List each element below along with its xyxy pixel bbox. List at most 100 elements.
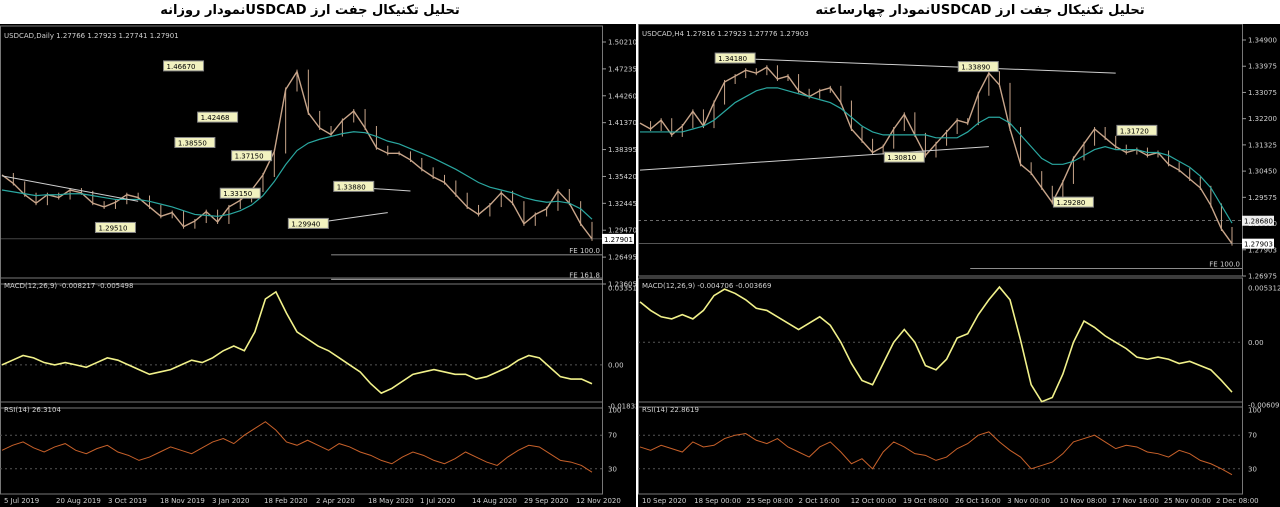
level-label: 1.42468 (201, 114, 230, 122)
moving-average-line (640, 87, 1233, 224)
marked-level-label: 1.28680 (1244, 218, 1273, 226)
price-tick-label: 1.38395 (608, 146, 636, 154)
x-tick-label: 20 Aug 2019 (56, 497, 101, 505)
rsi-tick-label: 30 (608, 465, 617, 473)
rsi-pane-title: RSI(14) 26.3104 (4, 406, 61, 414)
price-tick-label: 1.50210 (608, 39, 636, 47)
level-label: 1.33890 (961, 64, 990, 72)
price-tick-label: 1.30450 (1248, 168, 1277, 176)
level-label: 1.46670 (167, 63, 196, 71)
x-tick-label: 3 Jan 2020 (212, 497, 250, 505)
x-tick-label: 18 Nov 2019 (160, 497, 205, 505)
level-label: 1.38550 (178, 139, 207, 147)
level-label: 1.37150 (235, 153, 264, 161)
chart-svg-h4: USDCAD,H4 1.27816 1.27923 1.27776 1.2790… (638, 24, 1280, 505)
x-tick-label: 10 Sep 2020 (642, 497, 686, 505)
level-label-box (197, 111, 239, 123)
current-price-box (602, 233, 634, 244)
x-tick-label: 18 May 2020 (368, 497, 414, 505)
x-tick-label: 18 Feb 2020 (264, 497, 308, 505)
rsi-line (1, 421, 593, 473)
pane-frame (638, 401, 1243, 495)
rsi-tick-label: 100 (608, 407, 621, 415)
x-tick-label: 5 Jul 2019 (4, 497, 39, 505)
price-tick-label: 1.31325 (1248, 141, 1277, 149)
x-tick-label: 3 Oct 2019 (108, 497, 147, 505)
macd-line (1, 290, 593, 395)
level-label-box (174, 136, 216, 148)
macd-tick-label: 0.005312 (1248, 285, 1280, 293)
current-price-box (1242, 238, 1274, 249)
left-chart-title: تحلیل تکنیکال جفت ارز USDCADنمودار روزان… (160, 3, 460, 18)
level-label-box (1116, 124, 1158, 136)
trendline (1, 175, 139, 202)
level-label-box (287, 217, 329, 229)
macd-tick-label: 0.00 (608, 361, 624, 369)
rsi-tick-label: 100 (1248, 407, 1261, 415)
fe-level-label: FE 100.0 (1209, 261, 1240, 269)
price-tick-label: 1.26975 (1248, 273, 1277, 281)
x-tick-label: 18 Sep 00:00 (694, 497, 741, 505)
macd-tick-label: -0.006092 (1248, 402, 1280, 410)
price-tick-label: 1.26495 (608, 254, 636, 262)
level-label: 1.30810 (887, 154, 916, 162)
price-pane-title: USDCAD,Daily 1.27766 1.27923 1.27741 1.2… (4, 32, 179, 40)
x-tick-label: 26 Oct 16:00 (955, 497, 1001, 505)
level-label-box (333, 180, 375, 192)
x-tick-label: 12 Oct 00:00 (851, 497, 897, 505)
x-tick-label: 10 Nov 08:00 (1059, 497, 1106, 505)
level-label-box (231, 150, 273, 162)
level-label-box (219, 187, 261, 199)
x-tick-label: 25 Nov 00:00 (1164, 497, 1211, 505)
price-tick-label: 1.29575 (1248, 194, 1277, 202)
x-tick-label: 12 Nov 2020 (576, 497, 621, 505)
fe-level-label: FE 161.8 (569, 271, 600, 279)
rsi-line (639, 431, 1233, 476)
price-tick-label: 1.32445 (608, 200, 636, 208)
macd-line (639, 285, 1233, 403)
price-tick-label: 1.29470 (608, 227, 636, 235)
fe-level-label: FE 100.0 (569, 247, 600, 255)
price-tick-label: 1.44260 (608, 92, 636, 100)
price-tick-label: 1.33975 (1248, 63, 1277, 71)
rsi-tick-label: 30 (1248, 465, 1257, 473)
macd-tick-label: 0.00 (1248, 339, 1264, 347)
level-label: 1.29510 (98, 224, 127, 232)
pane-frame (0, 401, 603, 495)
x-tick-label: 17 Nov 16:00 (1112, 497, 1159, 505)
level-label: 1.34180 (718, 55, 747, 63)
rsi-tick-label: 70 (1248, 432, 1257, 440)
trendline (735, 57, 1116, 74)
price-tick-label: 1.32200 (1248, 115, 1277, 123)
pane-frame (638, 24, 1243, 277)
level-label: 1.33150 (223, 190, 252, 198)
level-label-box (714, 52, 756, 64)
level-label-box (163, 60, 205, 72)
price-tick-label: 1.23605 (608, 281, 636, 289)
rsi-pane-title: RSI(14) 22.8619 (642, 406, 699, 414)
x-tick-label: 2 Oct 16:00 (799, 497, 840, 505)
macd-pane-title: MACD(12,26,9) -0.008217 -0.005498 (4, 282, 133, 290)
price-pane-title: USDCAD,H4 1.27816 1.27923 1.27776 1.2790… (642, 30, 809, 38)
x-tick-label: 3 Nov 00:00 (1007, 497, 1050, 505)
price-tick-label: 1.47235 (608, 65, 636, 73)
price-tick-label: 1.33075 (1248, 89, 1277, 97)
x-tick-label: 2 Dec 08:00 (1216, 497, 1259, 505)
price-tick-label: 1.27903 (1248, 246, 1277, 254)
moving-average-line (1, 131, 593, 220)
rsi-tick-label: 70 (608, 432, 617, 440)
current-price-label: 1.27903 (1244, 241, 1273, 249)
x-tick-label: 29 Sep 2020 (524, 497, 568, 505)
macd-tick-label: 0.033515 (608, 285, 636, 293)
x-tick-label: 25 Sep 08:00 (746, 497, 793, 505)
right-chart-title: تحلیل تکنیکال جفت ارز USDCADنمودار چهارس… (815, 3, 1145, 18)
level-label-box (883, 151, 925, 163)
x-tick-label: 19 Oct 08:00 (903, 497, 949, 505)
level-label-box (1052, 196, 1094, 208)
macd-tick-label: -0.018324 (608, 403, 636, 411)
x-tick-label: 1 Jul 2020 (420, 497, 455, 505)
price-series-line (639, 66, 1233, 245)
chart-svg-daily: USDCAD,Daily 1.27766 1.27923 1.27741 1.2… (0, 25, 636, 505)
x-tick-label: 2 Apr 2020 (316, 497, 355, 505)
level-label-box (957, 61, 999, 73)
